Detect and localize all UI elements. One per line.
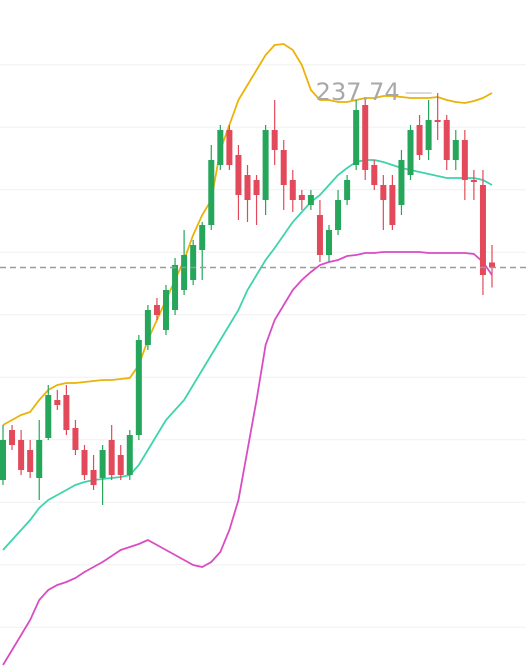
candle-body xyxy=(380,185,387,200)
candle-body xyxy=(262,130,269,200)
candle-body xyxy=(280,150,287,185)
candle-body xyxy=(199,225,206,250)
candle-body xyxy=(489,262,495,268)
candle-body xyxy=(9,430,16,445)
max-label: 237.74 xyxy=(316,78,400,106)
candle-body xyxy=(172,265,179,310)
candle-body xyxy=(153,305,160,315)
candle-body xyxy=(81,450,88,475)
candle-body xyxy=(335,200,342,230)
candle-body xyxy=(452,140,459,160)
band-line xyxy=(2,251,493,666)
candle-body xyxy=(443,120,450,160)
candle-body xyxy=(353,110,360,165)
overlay: 237.74 xyxy=(0,78,526,269)
candle-body xyxy=(190,245,197,280)
candle-body xyxy=(36,440,43,478)
candle-body xyxy=(416,125,423,155)
candle-body xyxy=(217,130,224,165)
candle-body xyxy=(244,175,251,200)
candle-body xyxy=(398,160,405,205)
candle-body xyxy=(163,290,169,330)
band-line xyxy=(2,43,493,426)
candle-body xyxy=(99,450,106,478)
candle-body xyxy=(461,140,468,180)
candle-body xyxy=(108,440,115,475)
candle-body xyxy=(389,185,396,225)
candle-body xyxy=(45,395,52,438)
candle-body xyxy=(54,400,61,405)
candle-body xyxy=(470,180,477,182)
candle-body xyxy=(208,160,215,225)
candle-body xyxy=(407,130,414,175)
candle-body xyxy=(479,185,486,275)
grid xyxy=(0,64,526,628)
candle-body xyxy=(117,455,124,475)
candle-body xyxy=(425,120,432,150)
candle-body xyxy=(235,155,242,195)
candle-body xyxy=(0,440,6,480)
candle-body xyxy=(362,105,369,170)
candle-body xyxy=(298,195,305,200)
candle-body xyxy=(144,310,151,345)
candle-body xyxy=(271,130,278,150)
candle-body xyxy=(253,180,260,195)
candle-body xyxy=(316,215,323,255)
candle-body xyxy=(181,255,188,290)
candle-body xyxy=(72,428,79,450)
candles xyxy=(0,93,495,505)
candle-body xyxy=(18,440,25,470)
candle-body xyxy=(307,195,314,205)
candle-body xyxy=(326,230,332,255)
candle-body xyxy=(90,470,97,485)
candle-body xyxy=(126,435,133,475)
candle-body xyxy=(226,130,233,165)
candle-body xyxy=(371,165,378,185)
candle-body xyxy=(63,395,70,430)
candle-body xyxy=(344,180,351,200)
candle-body xyxy=(289,180,296,200)
candle-body xyxy=(27,450,34,472)
candle-body xyxy=(135,340,142,435)
candle-body xyxy=(434,120,441,122)
